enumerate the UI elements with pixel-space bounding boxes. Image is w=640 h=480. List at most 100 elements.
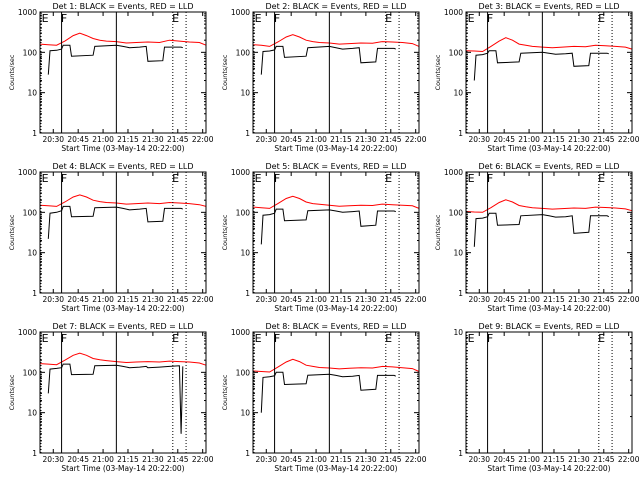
panel-title: Det 8: BLACK = Events, RED = LLD (266, 322, 407, 331)
x-tick-label: 22:00 (618, 135, 640, 144)
marker-f: F (61, 172, 67, 185)
y-tick-label: 1000 (231, 168, 250, 177)
x-tick-label: 21:30 (568, 295, 590, 304)
x-tick-label: 21:15 (330, 455, 352, 464)
x-tick-label: 20:30 (468, 455, 490, 464)
y-tick-label: 1000 (18, 328, 37, 337)
marker-e: E (598, 12, 605, 25)
x-tick-label: 21:00 (92, 455, 114, 464)
series-line-lld (465, 37, 633, 53)
panel-title: Det 7: BLACK = Events, RED = LLD (53, 322, 194, 331)
panel-title: Det 9: BLACK = Events, RED = LLD (479, 322, 620, 331)
y-tick-label: 10 (240, 409, 250, 418)
y-tick-label: 100 (236, 208, 251, 217)
x-tick-label: 22:00 (192, 455, 214, 464)
y-tick-label: 100 (23, 368, 38, 377)
x-tick-label: 21:30 (355, 455, 377, 464)
series-line-events (47, 205, 183, 239)
marker-f: F (274, 172, 280, 185)
plot-frame (252, 331, 420, 454)
x-tick-label: 21:00 (305, 455, 327, 464)
series-line-lld (252, 34, 420, 47)
marker-e: E (468, 12, 475, 25)
x-axis-label: Start Time (03-May-14 20:22:00) (274, 464, 397, 473)
x-tick-label: 21:30 (355, 295, 377, 304)
x-tick-label: 22:00 (192, 135, 214, 144)
x-tick-label: 20:30 (255, 455, 277, 464)
x-axis-label: Start Time (03-May-14 20:22:00) (61, 464, 184, 473)
y-axis-label: Counts/sec (221, 374, 229, 410)
marker-e: E (385, 172, 392, 185)
y-tick-label: 100 (236, 48, 251, 57)
marker-e: E (255, 12, 262, 25)
x-tick-label: 22:00 (405, 135, 427, 144)
y-tick-label: 1 (245, 449, 250, 458)
marker-e: E (255, 332, 262, 345)
series-line-lld (39, 32, 207, 46)
x-tick-label: 20:45 (67, 295, 89, 304)
marker-f: F (487, 332, 493, 345)
y-tick-label: 100 (236, 368, 251, 377)
y-tick-label: 10 (453, 89, 463, 98)
y-tick-label: 1000 (231, 328, 250, 337)
y-tick-label: 1000 (231, 8, 250, 17)
marker-f: F (61, 12, 67, 25)
series-line-lld (465, 199, 633, 213)
x-tick-label: 22:00 (405, 295, 427, 304)
x-axis-label: Start Time (03-May-14 20:22:00) (487, 464, 610, 473)
x-tick-label: 21:15 (117, 455, 139, 464)
series-line-events (260, 371, 397, 413)
marker-e: E (385, 12, 392, 25)
marker-e: E (598, 332, 605, 345)
x-axis-label: Start Time (03-May-14 20:22:00) (61, 144, 184, 153)
marker-e: E (42, 332, 49, 345)
x-tick-label: 21:00 (518, 455, 540, 464)
x-tick-label: 20:30 (468, 295, 490, 304)
y-axis-label: Counts/sec (8, 374, 16, 410)
y-tick-label: 10 (453, 328, 463, 337)
plot-frame (39, 331, 207, 454)
x-tick-label: 21:30 (355, 135, 377, 144)
x-tick-label: 21:00 (92, 295, 114, 304)
y-tick-label: 1000 (444, 8, 463, 17)
series-line-events (47, 44, 183, 75)
series-line-lld (252, 195, 420, 209)
plot-frame (39, 171, 207, 294)
series-line-events (473, 50, 609, 81)
plot-frame (465, 331, 633, 454)
x-tick-label: 21:45 (380, 295, 402, 304)
x-tick-label: 20:45 (493, 135, 515, 144)
x-tick-label: 21:30 (142, 295, 164, 304)
y-tick-label: 10 (240, 89, 250, 98)
marker-f: F (274, 12, 280, 25)
x-tick-label: 21:45 (167, 135, 189, 144)
y-tick-label: 10 (453, 249, 463, 258)
series-line-lld (252, 358, 420, 373)
x-tick-label: 21:45 (167, 295, 189, 304)
x-axis-label: Start Time (03-May-14 20:22:00) (274, 144, 397, 153)
x-axis-label: Start Time (03-May-14 20:22:00) (487, 144, 610, 153)
y-tick-label: 1 (458, 289, 463, 298)
x-tick-label: 21:00 (305, 295, 327, 304)
x-tick-label: 20:30 (42, 295, 64, 304)
x-tick-label: 20:45 (493, 455, 515, 464)
marker-e: E (172, 332, 179, 345)
x-tick-label: 20:30 (255, 135, 277, 144)
x-tick-label: 21:15 (543, 135, 565, 144)
marker-e: E (385, 332, 392, 345)
series-line-events (47, 363, 184, 434)
x-tick-label: 21:00 (305, 135, 327, 144)
y-tick-label: 10 (27, 249, 37, 258)
y-axis-label: Counts/sec (434, 214, 442, 250)
x-tick-label: 20:30 (42, 455, 64, 464)
x-tick-label: 21:45 (593, 295, 615, 304)
x-tick-label: 21:15 (543, 295, 565, 304)
y-tick-label: 10 (27, 89, 37, 98)
